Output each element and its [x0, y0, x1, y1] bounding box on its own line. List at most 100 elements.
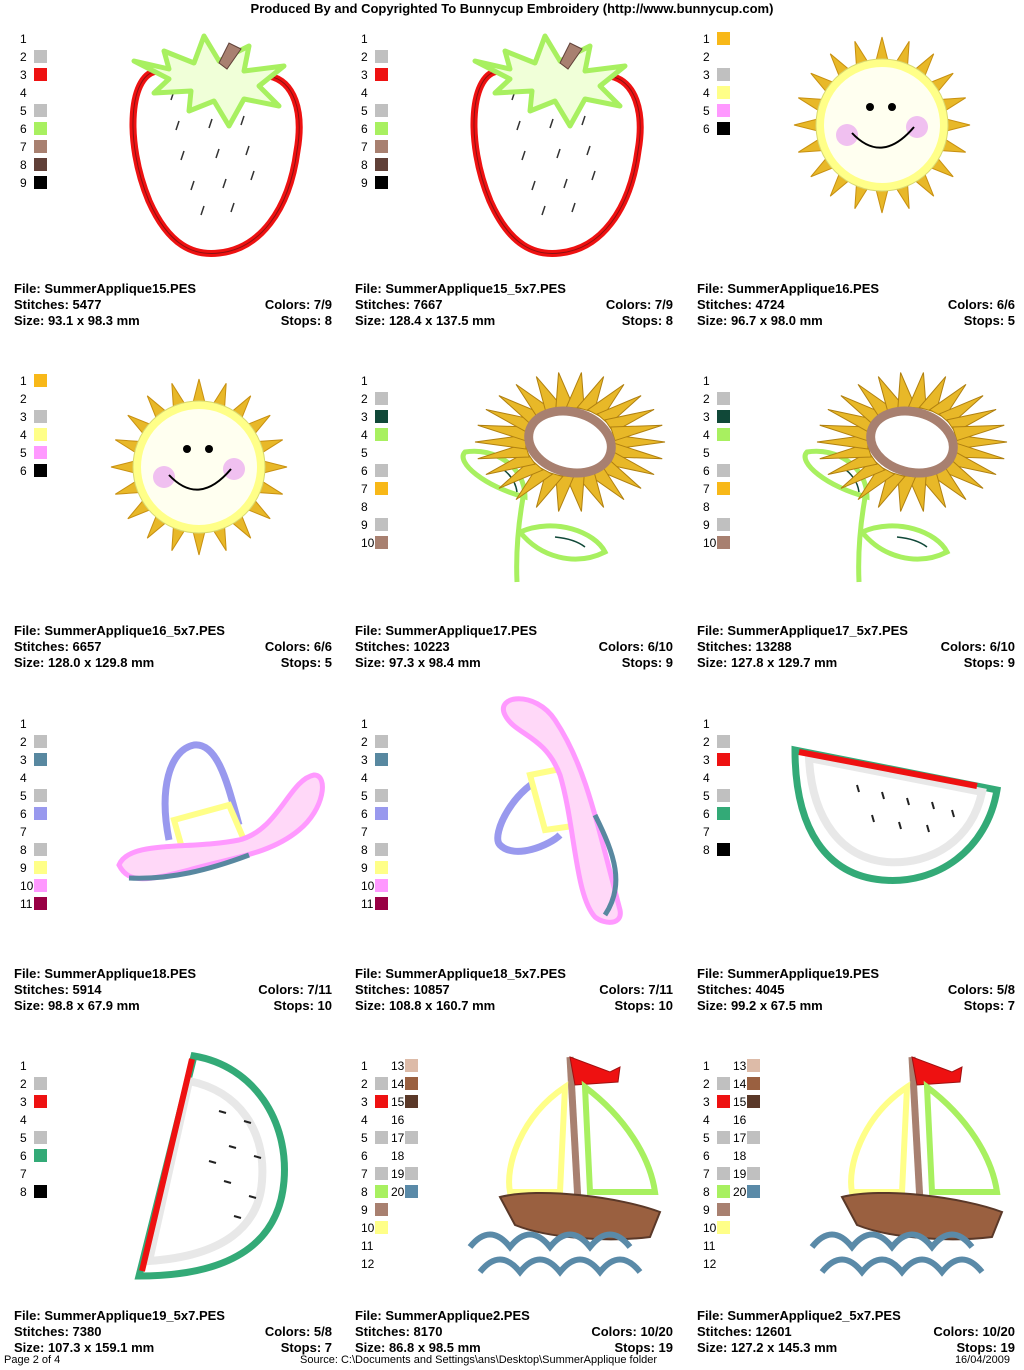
color-swatch: [717, 1203, 730, 1216]
design-info: File: SummerApplique19_5x7.PES Stitches:…: [14, 1308, 332, 1356]
legend-row: 7: [361, 1165, 388, 1183]
legend-row: 8: [703, 841, 730, 859]
color-swatch: [717, 753, 730, 766]
color-swatch: [34, 158, 47, 171]
legend-number: 8: [703, 500, 710, 514]
legend-number: 19: [391, 1167, 405, 1181]
legend-row: 6: [703, 805, 730, 823]
legend-row: 15: [391, 1093, 418, 1111]
legend-row: 20: [391, 1183, 418, 1201]
color-swatch: [375, 158, 388, 171]
legend-row: 6: [361, 805, 388, 823]
color-count: Colors: 10/20: [591, 1324, 673, 1339]
legend-row: 9: [361, 516, 388, 534]
legend-row: 2: [361, 1075, 388, 1093]
legend-number: 5: [703, 789, 710, 803]
legend-number: 19: [733, 1167, 747, 1181]
color-swatch: [375, 735, 388, 748]
legend-number: 8: [361, 158, 368, 172]
legend-row: 6: [703, 120, 730, 138]
legend-number: 16: [391, 1113, 405, 1127]
color-swatch: [375, 1131, 388, 1144]
legend-number: 5: [20, 446, 27, 460]
legend-number: 11: [361, 897, 374, 911]
legend-number: 13: [733, 1059, 747, 1073]
legend-number: 7: [703, 1167, 710, 1181]
legend-row: 3: [361, 408, 388, 426]
legend-number: 4: [361, 86, 368, 100]
legend-row: 1: [361, 1057, 388, 1075]
legend-row: 2: [703, 1075, 730, 1093]
legend-row: 8: [361, 1183, 388, 1201]
design-card: 1 2 3 4 5 6 7 8 9 10 11 12 13 14 15 16 17 18 19 20 File: Su…: [697, 1052, 1015, 1370]
design-info: File: SummerApplique15_5x7.PES Stitches:…: [355, 281, 673, 329]
color-swatch: [34, 104, 47, 117]
color-swatch: [375, 464, 388, 477]
legend-number: 12: [703, 1257, 717, 1271]
strawberry-artwork: [460, 31, 660, 266]
legend-number: 7: [20, 140, 27, 154]
legend-number: 1: [361, 1059, 368, 1073]
file-name: File: SummerApplique16_5x7.PES: [14, 623, 225, 638]
legend-row: 20: [733, 1183, 760, 1201]
design-size: Size: 97.3 x 98.4 mm: [355, 655, 481, 670]
stop-count: Stops: 7: [280, 1340, 332, 1355]
stop-count: Stops: 9: [621, 655, 673, 670]
strawberry-artwork: [119, 31, 319, 266]
legend-row: 7: [361, 480, 388, 498]
legend-number: 1: [703, 32, 710, 46]
legend-row: 6: [361, 462, 388, 480]
color-swatch: [34, 122, 47, 135]
legend-number: 2: [361, 50, 368, 64]
legend-row: 8: [20, 156, 47, 174]
color-swatch: [405, 1059, 418, 1072]
stop-count: Stops: 5: [963, 313, 1015, 328]
color-swatch: [375, 176, 388, 189]
color-swatch: [717, 410, 730, 423]
stop-count: Stops: 7: [963, 998, 1015, 1013]
legend-number: 6: [361, 1149, 368, 1163]
color-swatch: [717, 482, 730, 495]
legend-number: 1: [20, 1059, 27, 1073]
legend-row: 13: [391, 1057, 418, 1075]
legend-row: 4: [361, 769, 388, 787]
color-count: Colors: 7/11: [599, 982, 673, 997]
legend-row: 4: [703, 769, 730, 787]
legend-row: 4: [20, 426, 47, 444]
legend-number: 7: [703, 825, 710, 839]
legend-number: 6: [20, 464, 27, 478]
legend-row: 5: [703, 787, 730, 805]
legend-row: 2: [20, 1075, 47, 1093]
legend-number: 4: [361, 428, 368, 442]
legend-row: 4: [20, 769, 47, 787]
legend-row: 3: [361, 1093, 388, 1111]
legend-number: 9: [20, 861, 27, 875]
legend-row: 1: [703, 30, 730, 48]
stitch-count: Stitches: 12601: [697, 1324, 792, 1339]
legend-row: 3: [361, 66, 388, 84]
legend-number: 3: [20, 68, 27, 82]
legend-number: 14: [391, 1077, 405, 1091]
design-card: 1 2 3 4 5 6 7 8 9 10 11 File: SummerApplique18_5x7…: [355, 696, 673, 1030]
color-swatch: [717, 518, 730, 531]
design-card: 1 2 3 4 5 6 File: SummerApplique16.PES Stitch…: [697, 25, 1015, 345]
file-name: File: SummerApplique15.PES: [14, 281, 197, 296]
legend-row: 7: [703, 480, 730, 498]
color-swatch: [375, 140, 388, 153]
legend-number: 18: [391, 1149, 405, 1163]
file-name: File: SummerApplique17_5x7.PES: [697, 623, 908, 638]
legend-number: 6: [703, 807, 710, 821]
color-swatch: [34, 843, 47, 856]
legend-row: 10: [361, 877, 388, 895]
design-size: Size: 128.0 x 129.8 mm: [14, 655, 155, 670]
legend-row: 6: [20, 462, 47, 480]
legend-number: 6: [361, 807, 368, 821]
design-info: File: SummerApplique18_5x7.PES Stitches:…: [355, 966, 673, 1014]
stitch-count: Stitches: 10223: [355, 639, 450, 654]
design-info: File: SummerApplique19.PES Stitches: 404…: [697, 966, 1015, 1014]
legend-number: 3: [703, 410, 710, 424]
stop-count: Stops: 8: [621, 313, 673, 328]
legend-row: 2: [361, 390, 388, 408]
legend-number: 4: [361, 771, 368, 785]
legend-number: 3: [703, 753, 710, 767]
